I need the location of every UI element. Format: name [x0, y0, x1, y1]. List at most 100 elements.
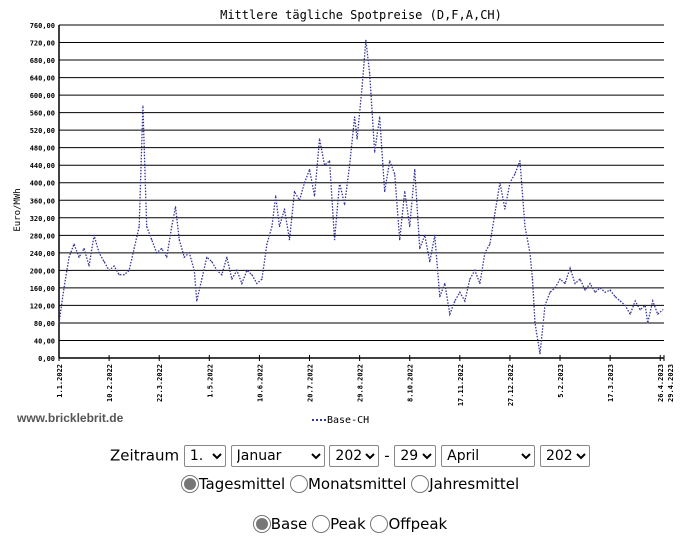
to-year-select[interactable]: 2023 — [539, 445, 590, 467]
y-axis-title: Euro/MWh — [13, 188, 23, 231]
data-point — [256, 282, 258, 285]
x-tick-label: 29.4.2023 — [667, 364, 675, 402]
data-point — [108, 269, 110, 271]
data-point — [574, 282, 576, 285]
data-point — [338, 182, 341, 184]
data-point — [489, 243, 491, 245]
data-point — [333, 239, 336, 241]
y-tick-label: 680,00 — [30, 57, 55, 65]
data-point — [78, 256, 80, 258]
data-point — [236, 269, 238, 271]
data-point — [474, 269, 476, 271]
x-tick-label: 10.2.2022 — [106, 364, 114, 402]
series-line-base-ch — [58, 40, 664, 354]
data-point — [444, 282, 446, 285]
data-point — [133, 247, 135, 250]
data-point — [389, 160, 391, 162]
x-tick-label: 27.12.2022 — [507, 364, 515, 406]
radio-button[interactable] — [411, 474, 430, 493]
radio-jahresmittel[interactable]: Jahresmittel — [411, 474, 519, 493]
data-point — [193, 269, 195, 271]
data-point — [554, 287, 556, 289]
data-point — [174, 206, 177, 208]
y-tick-label: 360,00 — [30, 197, 55, 205]
data-point — [278, 225, 281, 228]
spot-price-chart: Mittlere tägliche Spotpreise (D,F,A,CH) … — [13, 8, 675, 406]
data-point — [424, 234, 426, 236]
data-point — [156, 252, 158, 254]
data-point — [624, 304, 626, 307]
data-point — [499, 182, 501, 184]
y-tick-label: 200,00 — [30, 267, 55, 275]
radio-tagesmittel[interactable]: Tagesmittel — [180, 474, 285, 493]
data-point — [211, 261, 213, 263]
data-point — [469, 278, 471, 280]
data-point — [509, 182, 511, 184]
chart-title: Mittlere tägliche Spotpreise (D,F,A,CH) — [220, 8, 502, 22]
data-point — [594, 291, 596, 293]
data-point — [639, 309, 641, 311]
data-point — [323, 164, 326, 166]
data-point — [619, 300, 621, 302]
data-point — [138, 225, 140, 228]
radio-offpeak[interactable]: Offpeak — [370, 514, 447, 533]
y-tick-label: 440,00 — [30, 162, 55, 170]
data-point — [365, 39, 367, 41]
data-point — [529, 252, 531, 254]
data-point — [419, 247, 421, 250]
y-tick-label: 400,00 — [30, 180, 55, 188]
legend-label: Base-CH — [327, 415, 370, 426]
data-point — [369, 72, 371, 74]
site-logo: www.bricklebrit.de — [17, 411, 124, 425]
radio-button[interactable] — [370, 514, 389, 533]
data-point — [93, 234, 95, 236]
data-point — [196, 300, 198, 302]
data-point — [629, 313, 631, 315]
radio-button[interactable] — [312, 514, 331, 533]
from-year-select[interactable]: 2022 — [329, 445, 380, 467]
y-tick-label: 760,00 — [30, 22, 55, 30]
data-point — [166, 256, 168, 258]
y-tick-label: 560,00 — [30, 110, 55, 118]
data-point — [266, 243, 268, 245]
data-point — [534, 322, 536, 324]
x-tick-label: 10.6.2022 — [256, 364, 264, 402]
data-point — [354, 116, 356, 118]
data-point — [644, 304, 646, 307]
x-tick-label: 1.1.2022 — [56, 364, 64, 398]
from-month-select[interactable]: Januar — [230, 445, 325, 467]
radio-button-checked[interactable] — [180, 474, 199, 493]
radio-peak[interactable]: Peak — [312, 514, 366, 533]
data-point — [328, 160, 331, 162]
data-point — [544, 304, 546, 307]
data-point — [384, 190, 386, 193]
product-radio-group: Base Peak Offpeak — [0, 514, 700, 533]
range-separator: - — [384, 446, 390, 465]
data-point — [73, 243, 75, 245]
data-point — [439, 296, 441, 298]
radio-button[interactable] — [289, 474, 308, 493]
y-tick-label: 480,00 — [30, 145, 55, 153]
data-point — [531, 278, 534, 280]
data-point — [83, 247, 85, 250]
to-day-select[interactable]: 29. — [394, 445, 437, 467]
radio-base[interactable]: Base — [252, 514, 307, 533]
radio-monatsmittel[interactable]: Monatsmittel — [289, 474, 406, 493]
data-point — [559, 278, 561, 280]
to-month-select[interactable]: April — [441, 445, 536, 467]
from-day-select[interactable]: 1. — [183, 445, 226, 467]
data-point — [183, 256, 185, 258]
data-point — [283, 208, 286, 210]
data-point — [519, 160, 521, 162]
data-point — [579, 278, 581, 280]
data-point — [343, 204, 346, 206]
y-tick-label: 520,00 — [30, 127, 55, 135]
data-point — [539, 353, 541, 355]
x-tick-label: 29.8.2022 — [357, 364, 365, 402]
legend: Base-CH — [312, 415, 369, 426]
radio-button-checked[interactable] — [252, 514, 271, 533]
y-tick-label: 320,00 — [30, 215, 55, 223]
data-point — [584, 289, 586, 291]
x-tick-label: 20.7.2022 — [307, 364, 315, 402]
data-point — [113, 265, 115, 267]
